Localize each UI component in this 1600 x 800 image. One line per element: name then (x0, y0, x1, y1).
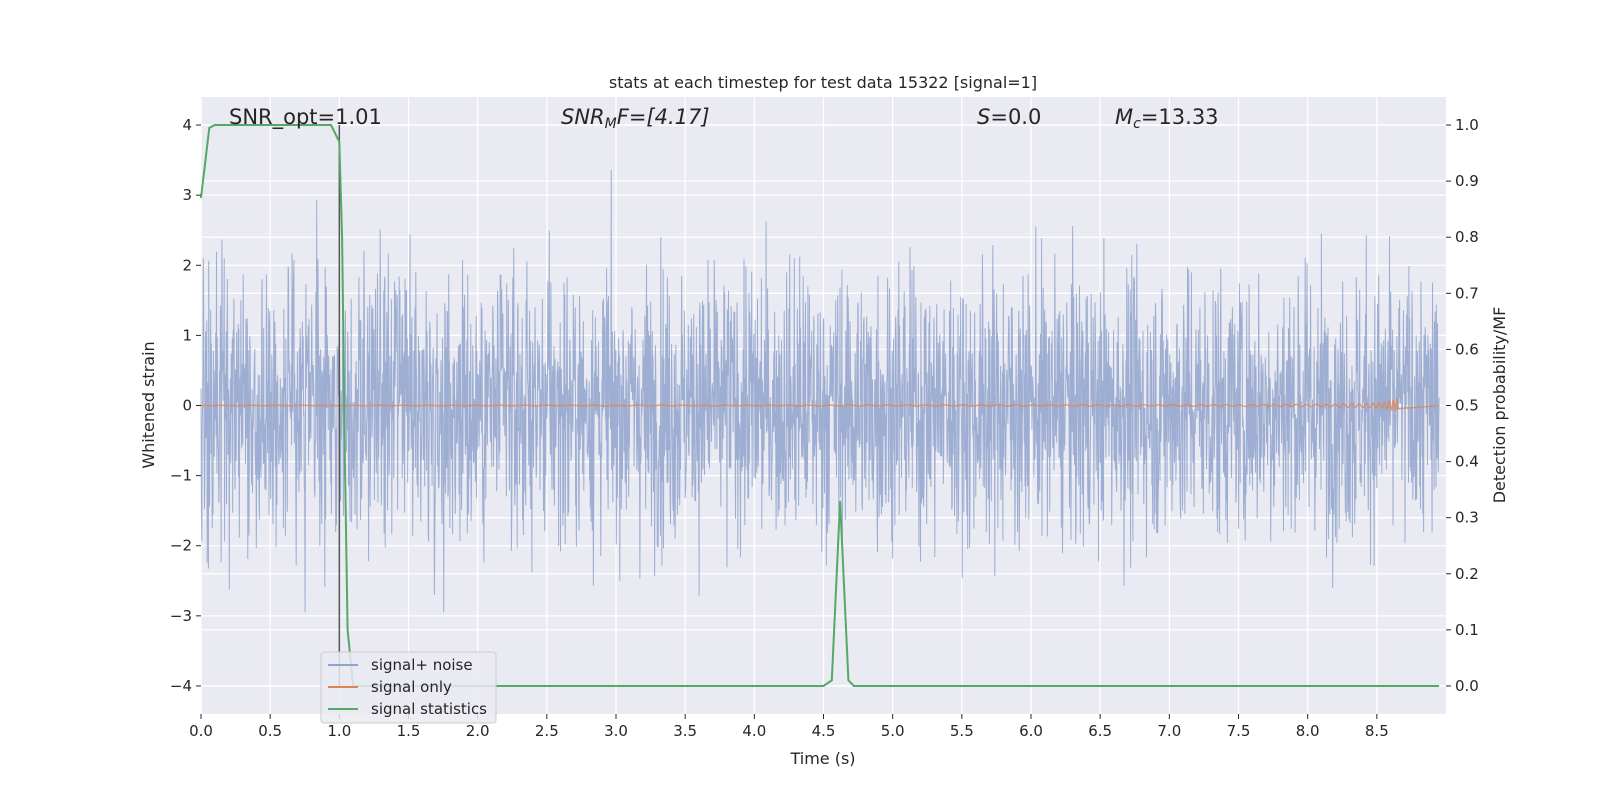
left-y-axis-label: Whitened strain (139, 341, 158, 468)
mc-main: M (1115, 105, 1133, 129)
right-y-tick-label: 0.3 (1455, 509, 1479, 527)
right-y-tick-label: 0.4 (1455, 453, 1479, 471)
x-tick-label: 4.5 (812, 722, 836, 740)
right-y-tick-label: 0.6 (1455, 340, 1479, 358)
right-y-tick-label: 0.8 (1455, 228, 1479, 246)
s-italic: S (977, 105, 990, 129)
annotation-snr-mf: SNRMF=[4.17] (561, 105, 710, 132)
x-tick-label: 8.0 (1296, 722, 1320, 740)
legend: signal+ noise signal only signal statist… (320, 651, 497, 724)
snr-mf-main: SNR (561, 105, 605, 129)
left-y-tick-label: 0 (182, 397, 192, 415)
right-y-tick-label: 0.7 (1455, 284, 1479, 302)
left-y-tick-label: −1 (170, 467, 192, 485)
legend-box (320, 651, 497, 724)
annotation-snr-opt: SNR_opt=1.01 (229, 105, 382, 130)
x-tick-label: 7.5 (1227, 722, 1251, 740)
signal-noise-series (200, 169, 1440, 613)
left-y-tick-label: −4 (170, 677, 192, 695)
x-tick-label: 1.5 (397, 722, 421, 740)
x-ticks: 0.0 0.5 1.0 1.5 2.0 2.5 3.0 3.5 4.0 4.5 5.0 5.5 6.0 6… (189, 714, 1389, 740)
x-tick-label: 8.5 (1365, 722, 1389, 740)
signal-noise-line (200, 169, 1440, 613)
x-tick-label: 2.5 (535, 722, 559, 740)
x-tick-label: 0.5 (258, 722, 282, 740)
x-tick-label: 5.0 (881, 722, 905, 740)
left-y-ticks: 4 3 2 1 0 −1 −2 −3 −4 (170, 116, 201, 695)
right-y-tick-label: 0.2 (1455, 565, 1479, 583)
left-y-tick-label: 2 (182, 256, 192, 274)
mc-rest: =13.33 (1141, 105, 1219, 129)
left-y-tick-label: 3 (182, 186, 192, 204)
right-y-tick-label: 0.5 (1455, 397, 1479, 415)
snr-mf-sub: M (605, 116, 617, 132)
left-y-tick-label: −3 (170, 607, 192, 625)
signal-only-line (200, 398, 1440, 412)
annotation-mc: Mc=13.33 (1115, 105, 1219, 132)
right-y-tick-label: 0.0 (1455, 677, 1479, 695)
mc-sub: c (1133, 116, 1141, 132)
x-tick-label: 2.0 (466, 722, 490, 740)
legend-label-signal-only: signal only (371, 678, 452, 696)
right-y-tick-label: 0.9 (1455, 172, 1479, 190)
x-tick-label: 1.0 (327, 722, 351, 740)
right-y-tick-label: 0.1 (1455, 621, 1479, 639)
x-tick-label: 3.5 (673, 722, 697, 740)
left-y-tick-label: 4 (182, 116, 192, 134)
x-tick-label: 3.0 (604, 722, 628, 740)
x-tick-label: 7.0 (1157, 722, 1181, 740)
annotation-s: S=0.0 (977, 105, 1041, 129)
x-tick-label: 6.0 (1019, 722, 1043, 740)
signal-only-series (200, 398, 1440, 412)
left-y-tick-label: 1 (182, 326, 192, 344)
right-y-axis-label: Detection probability/MF (1490, 307, 1509, 504)
snr-mf-rest: F=[4.17] (617, 105, 710, 129)
x-axis-label: Time (s) (789, 749, 855, 768)
x-tick-label: 5.5 (950, 722, 974, 740)
x-tick-label: 6.5 (1088, 722, 1112, 740)
s-rest: =0.0 (990, 105, 1041, 129)
legend-label-signal-noise: signal+ noise (371, 656, 473, 674)
right-y-tick-label: 1.0 (1455, 116, 1479, 134)
left-y-tick-label: −2 (170, 537, 192, 555)
right-y-ticks: 1.0 0.9 0.8 0.7 0.6 0.5 0.4 0.3 0.2 0.1 0.0 (1446, 116, 1479, 695)
x-tick-label: 4.0 (742, 722, 766, 740)
x-tick-label: 0.0 (189, 722, 213, 740)
chart-title: stats at each timestep for test data 153… (609, 73, 1037, 92)
legend-label-signal-statistics: signal statistics (371, 700, 487, 718)
